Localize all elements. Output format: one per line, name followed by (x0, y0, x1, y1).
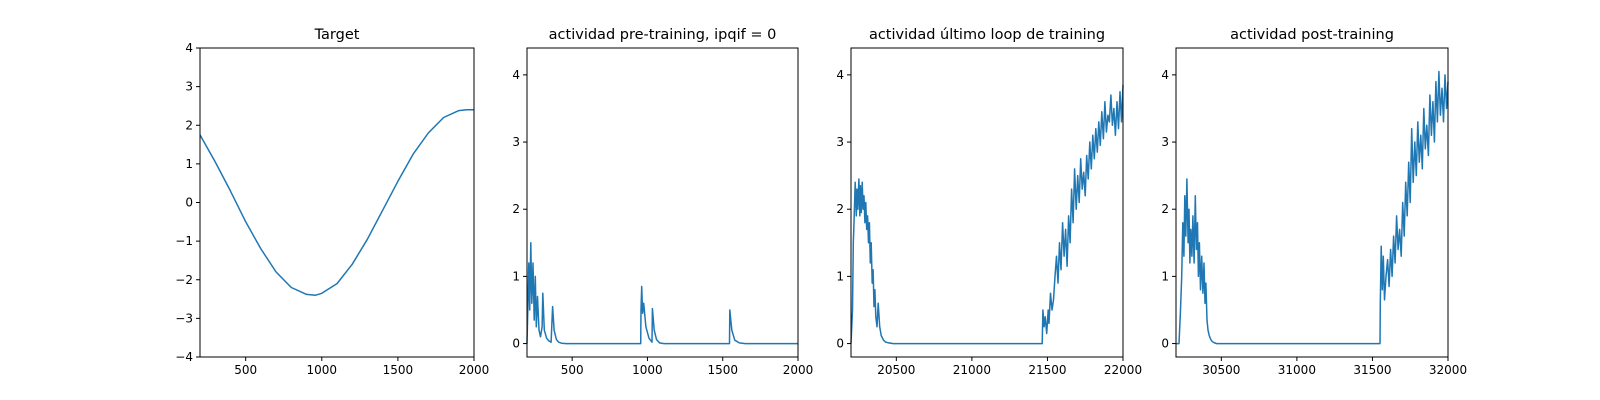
y-tick-label: 1 (836, 269, 844, 283)
y-tick-label: 2 (512, 202, 520, 216)
x-tick-label: 1500 (707, 363, 738, 377)
x-tick-label: 32000 (1429, 363, 1467, 377)
x-tick-label: 2000 (459, 363, 490, 377)
x-tick-label: 21000 (953, 363, 991, 377)
x-tick-label: 1000 (307, 363, 338, 377)
axes-frame (526, 47, 799, 358)
chart-panel-3: 20500 21000 21500 22000 0 1 2 3 4 actividad últim… (836, 27, 1142, 377)
y-tick-label: 0 (1161, 337, 1169, 351)
chart-panel-2: 500 1000 1500 2000 0 1 2 3 4 actividad pre-traini… (512, 27, 813, 377)
y-tick-label: 2 (836, 202, 844, 216)
axes-frame (850, 47, 1124, 358)
x-tick-label: 1000 (632, 363, 663, 377)
x-tick-label: 31500 (1353, 363, 1391, 377)
y-tick-label: 4 (836, 68, 844, 82)
y-tick-label: −1 (175, 234, 193, 248)
y-tick-label: 3 (512, 135, 520, 149)
y-tick-label: 4 (185, 41, 193, 55)
axes-frame (1175, 47, 1449, 358)
x-tick-label: 2000 (783, 363, 814, 377)
y-tick-label: −3 (175, 311, 193, 325)
y-tick-label: 2 (1161, 202, 1169, 216)
y-tick-label: 0 (512, 337, 520, 351)
x-tick-label: 22000 (1104, 363, 1142, 377)
y-tick-label: 3 (185, 80, 193, 94)
x-tick-label: 20500 (877, 363, 915, 377)
y-tick-label: 3 (1161, 135, 1169, 149)
series-line-1-1 (199, 109, 474, 296)
series-line-4-1 (1176, 70, 1449, 345)
series-line-2-1 (526, 242, 798, 345)
chart-title: actividad post-training (1230, 27, 1394, 43)
x-tick-label: 500 (561, 363, 584, 377)
chart-panel-1: 500 1000 1500 2000 −4 −3 −2 −1 0 1 2 3 4 Target (175, 27, 489, 377)
y-tick-label: 0 (836, 337, 844, 351)
y-tick-label: 4 (1161, 68, 1169, 82)
x-tick-label: 30500 (1202, 363, 1240, 377)
y-tick-label: −4 (175, 350, 193, 364)
x-tick-label: 31000 (1278, 363, 1316, 377)
chart-title: actividad pre-training, ipqif = 0 (549, 27, 777, 43)
y-tick-label: 1 (185, 157, 193, 171)
chart-panel-4: 30500 31000 31500 32000 0 1 2 3 4 actividad post-… (1161, 27, 1467, 377)
y-tick-label: 3 (836, 135, 844, 149)
y-tick-label: 1 (1161, 269, 1169, 283)
chart-title: Target (314, 27, 360, 43)
axes-frame (199, 47, 475, 358)
y-tick-label: 1 (512, 269, 520, 283)
y-tick-label: −2 (175, 273, 193, 287)
x-tick-label: 21500 (1028, 363, 1066, 377)
x-tick-label: 500 (234, 363, 257, 377)
series-line-3-1 (850, 84, 1124, 345)
y-tick-label: 4 (512, 68, 520, 82)
x-tick-label: 1500 (383, 363, 414, 377)
chart-title: actividad último loop de training (869, 27, 1105, 43)
y-tick-label: 2 (185, 118, 193, 132)
y-tick-label: 0 (185, 196, 193, 210)
